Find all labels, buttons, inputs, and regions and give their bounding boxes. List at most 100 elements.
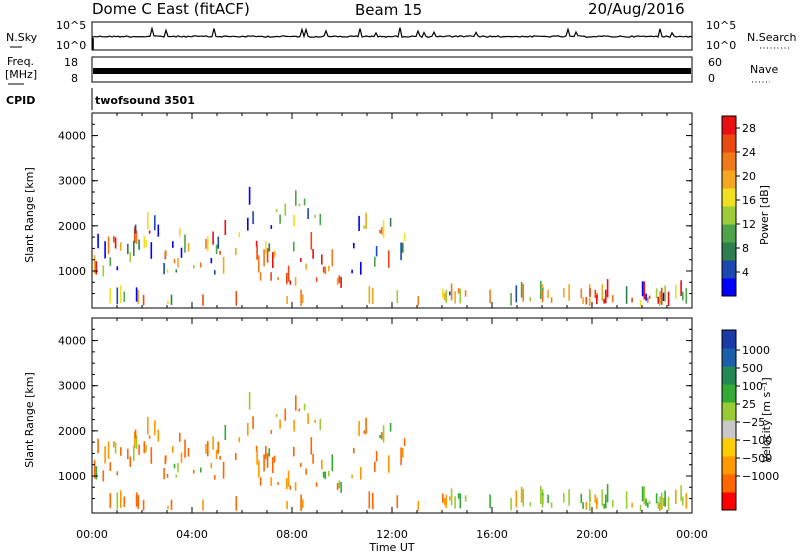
power-echo bbox=[300, 289, 302, 307]
power-echo bbox=[540, 280, 542, 300]
velocity-echo bbox=[643, 486, 646, 505]
velocity-echo bbox=[255, 445, 258, 452]
power-echo bbox=[321, 254, 323, 265]
power-echo bbox=[685, 288, 688, 304]
power-echo bbox=[180, 247, 183, 258]
velocity-echo bbox=[102, 470, 105, 482]
power-echo bbox=[93, 255, 96, 274]
power-echo bbox=[265, 241, 267, 255]
velocity-echo bbox=[270, 477, 272, 486]
colorbar-tick-label: −1000 bbox=[742, 470, 779, 483]
power-echo bbox=[142, 295, 145, 306]
colorbar-segment bbox=[722, 456, 736, 475]
velocity-echo bbox=[312, 454, 314, 464]
power-echo bbox=[104, 241, 106, 259]
date-title: 20/Aug/2016 bbox=[588, 0, 685, 18]
power-echo bbox=[279, 214, 281, 224]
power-echo bbox=[252, 211, 254, 225]
velocity-echo bbox=[170, 499, 173, 510]
velocity-echo bbox=[270, 430, 273, 434]
colorbar-segment bbox=[722, 438, 736, 457]
power-echo bbox=[305, 263, 307, 270]
velocity-echo bbox=[589, 493, 591, 502]
velocity-echo bbox=[457, 493, 460, 499]
x-tick-label: 16:00 bbox=[476, 528, 508, 541]
power-echo bbox=[154, 215, 156, 231]
velocity-echo bbox=[585, 502, 588, 509]
velocity-echo bbox=[205, 444, 207, 454]
velocity-echo bbox=[360, 466, 362, 480]
power-echo bbox=[520, 281, 523, 298]
velocity-echo bbox=[97, 438, 99, 454]
colorbar-segment bbox=[722, 206, 736, 225]
velocity-echo bbox=[353, 447, 355, 454]
velocity-echo bbox=[661, 492, 663, 510]
nsearch-tick-top: 10^5 bbox=[706, 19, 736, 32]
velocity-echo bbox=[147, 417, 149, 435]
colorbar-tick-label: 20 bbox=[742, 170, 756, 183]
power-echo bbox=[255, 240, 258, 247]
power-echo bbox=[314, 214, 316, 218]
power-echo bbox=[137, 289, 140, 304]
power-echo bbox=[157, 224, 160, 237]
power-echo bbox=[138, 239, 140, 250]
beam-title: Beam 15 bbox=[355, 1, 422, 19]
freq-tick-top: 18 bbox=[64, 56, 78, 69]
velocity-echo bbox=[300, 462, 302, 467]
power-echo bbox=[631, 297, 633, 303]
power-echo bbox=[258, 255, 260, 273]
power-echo bbox=[363, 225, 366, 229]
power-echo bbox=[167, 301, 169, 304]
velocity-echo bbox=[210, 463, 213, 469]
power-echo bbox=[606, 279, 609, 298]
colorbar-border bbox=[721, 329, 737, 511]
velocity-echo bbox=[510, 498, 512, 511]
velocity-echo bbox=[449, 496, 451, 501]
velocity-echo bbox=[175, 474, 178, 478]
colorbar-segment bbox=[722, 420, 736, 439]
velocity-echo bbox=[235, 453, 237, 460]
power-echo bbox=[202, 294, 204, 306]
velocity-echo bbox=[365, 417, 367, 435]
nsky-label: N.Sky bbox=[6, 31, 38, 44]
velocity-echo bbox=[134, 431, 136, 448]
power-echo bbox=[457, 288, 460, 294]
velocity-echo bbox=[605, 494, 607, 509]
velocity-echo bbox=[657, 501, 660, 509]
velocity-echo bbox=[659, 496, 661, 509]
velocity-echo bbox=[95, 466, 98, 480]
power-echo bbox=[324, 266, 327, 275]
power-echo bbox=[256, 246, 258, 260]
power-echo bbox=[379, 229, 381, 234]
power-echo bbox=[148, 230, 151, 234]
power-echo bbox=[248, 186, 251, 205]
power-echo bbox=[489, 289, 491, 304]
velocity-echo bbox=[286, 501, 288, 509]
velocity-echo bbox=[680, 485, 682, 502]
power-echo bbox=[541, 290, 544, 303]
power-echo bbox=[443, 293, 446, 301]
x-tick-label: 00:00 bbox=[76, 528, 108, 541]
nave-tick-top: 60 bbox=[708, 56, 722, 69]
power-echo bbox=[102, 265, 105, 277]
power-echo bbox=[563, 287, 565, 298]
y-tick-label: 4000 bbox=[58, 130, 86, 143]
power-echo bbox=[360, 261, 362, 275]
velocity-echo bbox=[522, 488, 525, 507]
velocity-echo bbox=[374, 461, 376, 472]
velocity-echo bbox=[258, 460, 260, 478]
power-echo bbox=[200, 262, 202, 268]
y-tick-label: 1000 bbox=[58, 470, 86, 483]
velocity-echo bbox=[331, 454, 334, 472]
power-echo bbox=[173, 258, 176, 264]
velocity-echo bbox=[259, 477, 262, 486]
power-echo bbox=[287, 265, 290, 282]
velocity-echo bbox=[310, 437, 313, 455]
power-echo bbox=[215, 244, 218, 254]
velocity-echo bbox=[294, 482, 297, 491]
velocity-echo bbox=[596, 499, 598, 510]
power-echo bbox=[187, 242, 190, 252]
velocity-echo bbox=[363, 430, 366, 434]
velocity-echo bbox=[215, 449, 218, 459]
velocity-echo bbox=[134, 429, 137, 439]
